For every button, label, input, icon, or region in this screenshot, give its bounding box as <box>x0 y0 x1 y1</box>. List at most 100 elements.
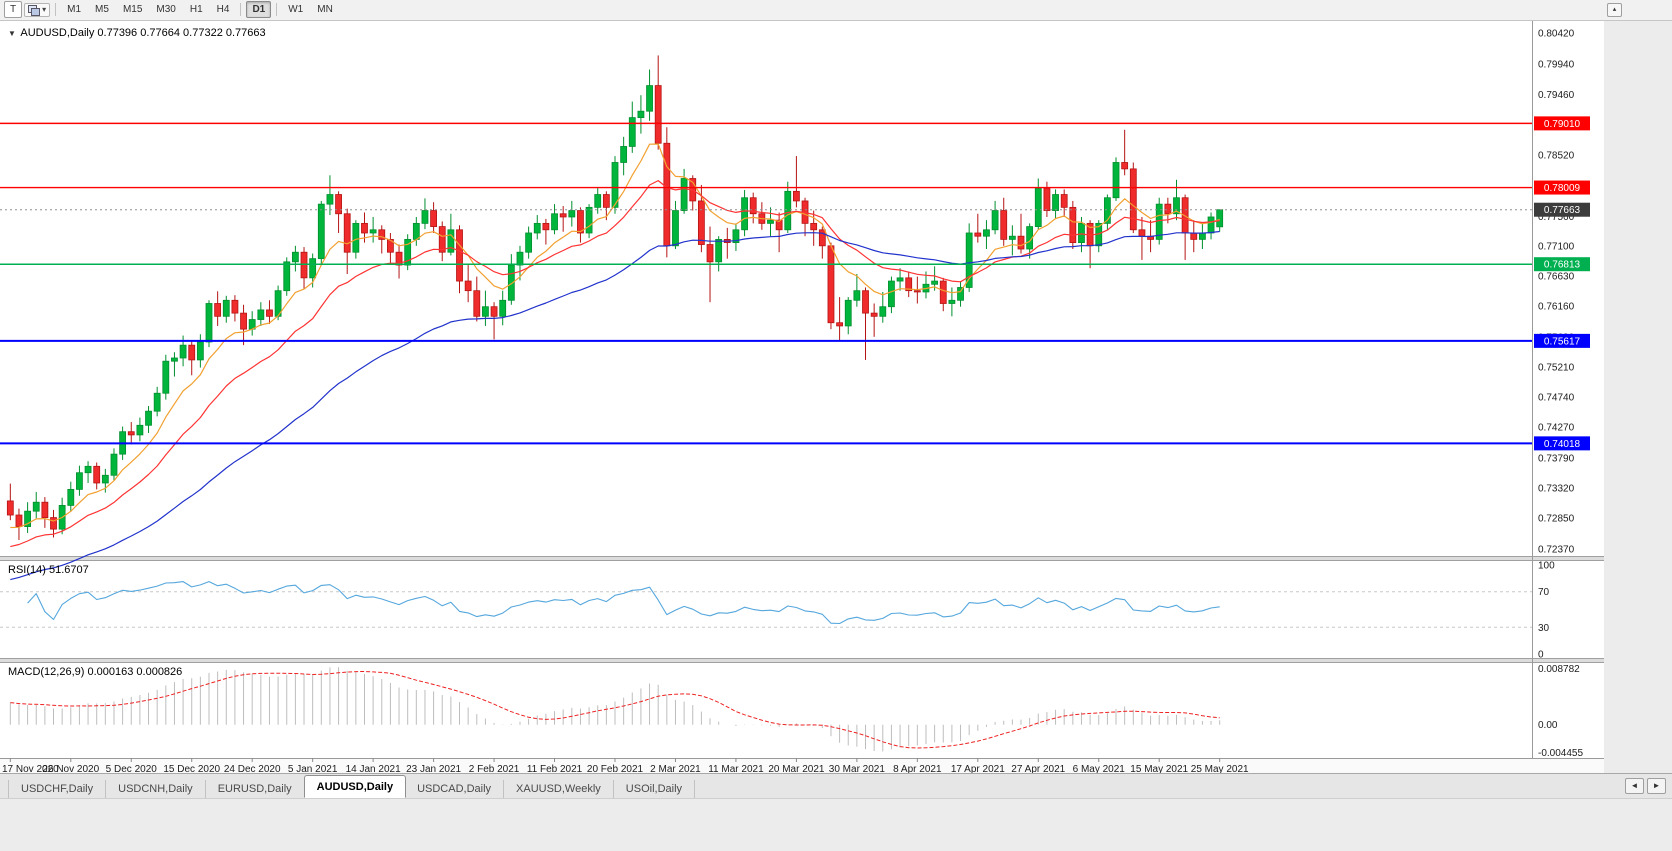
timeframe-m5-button[interactable]: M5 <box>89 1 115 18</box>
svg-text:5 Dec 2020: 5 Dec 2020 <box>106 764 158 774</box>
price-badge <box>1534 436 1590 451</box>
right-margin <box>1604 20 1672 774</box>
macd-indicator-label: MACD(12,26,9) 0.000163 0.000826 <box>8 665 183 678</box>
timeframe-w1-button[interactable]: W1 <box>282 1 309 18</box>
chart-symbol-label: ▼ AUDUSD,Daily 0.77396 0.77664 0.77322 0… <box>8 27 266 39</box>
svg-text:26 Nov 2020: 26 Nov 2020 <box>42 764 99 774</box>
svg-text:100: 100 <box>1538 560 1555 571</box>
tab-eurusd-daily[interactable]: EURUSD,Daily <box>206 780 305 799</box>
svg-text:0.78520: 0.78520 <box>1538 150 1575 161</box>
svg-text:6 May 2021: 6 May 2021 <box>1073 764 1126 774</box>
svg-text:0.72850: 0.72850 <box>1538 514 1575 525</box>
svg-text:2 Feb 2021: 2 Feb 2021 <box>469 764 520 774</box>
svg-text:0.76160: 0.76160 <box>1538 302 1575 313</box>
timeframe-h4-button[interactable]: H4 <box>211 1 236 18</box>
timeframe-m15-button[interactable]: M15 <box>117 1 148 18</box>
svg-text:0.79010: 0.79010 <box>1544 119 1581 130</box>
svg-text:0.75210: 0.75210 <box>1538 362 1575 373</box>
svg-text:17 Apr 2021: 17 Apr 2021 <box>951 764 1005 774</box>
svg-text:11 Mar 2021: 11 Mar 2021 <box>708 764 764 774</box>
ma-8-line <box>10 143 1220 529</box>
toolbar-separator <box>55 3 57 17</box>
svg-text:0.74740: 0.74740 <box>1538 393 1575 404</box>
svg-text:11 Feb 2021: 11 Feb 2021 <box>527 764 583 774</box>
current-price-badge <box>1534 202 1590 217</box>
svg-text:0.74270: 0.74270 <box>1538 423 1575 434</box>
candlestick-series <box>6 55 1224 540</box>
objects-tool-button[interactable]: ▾ <box>24 2 51 17</box>
svg-text:0.76813: 0.76813 <box>1544 260 1581 271</box>
svg-text:0.77663: 0.77663 <box>1544 205 1581 216</box>
chart-canvas[interactable]: 0.804200.799400.794600.789900.785200.780… <box>0 20 1672 774</box>
tabs-scroll-left-button[interactable]: ◄ <box>1625 778 1644 795</box>
chart-toolbar: T ▾ M1 M5 M15 M30 H1 H4 D1 W1 MN ▴ <box>0 0 1672 21</box>
svg-text:0.79460: 0.79460 <box>1538 90 1575 101</box>
svg-text:8 Apr 2021: 8 Apr 2021 <box>893 764 942 774</box>
tab-usdchf-daily[interactable]: USDCHF,Daily <box>8 780 107 799</box>
tab-usdcad-daily[interactable]: USDCAD,Daily <box>405 780 505 799</box>
rsi-indicator-label: RSI(14) 51.6707 <box>8 563 89 576</box>
svg-text:27 Apr 2021: 27 Apr 2021 <box>1011 764 1065 774</box>
layers-icon <box>28 4 41 16</box>
svg-text:70: 70 <box>1538 587 1550 598</box>
svg-text:15 Dec 2020: 15 Dec 2020 <box>163 764 220 774</box>
svg-text:0.79940: 0.79940 <box>1538 59 1575 70</box>
svg-text:25 May 2021: 25 May 2021 <box>1191 764 1249 774</box>
macd-histogram <box>9 667 1221 752</box>
price-badge <box>1534 257 1590 272</box>
svg-text:30 Mar 2021: 30 Mar 2021 <box>829 764 886 774</box>
svg-text:-0.004455: -0.004455 <box>1538 748 1583 759</box>
price-badge <box>1534 333 1590 348</box>
svg-text:0.77100: 0.77100 <box>1538 241 1575 252</box>
chart-tabs-bar: USDCHF,Daily USDCNH,Daily EURUSD,Daily A… <box>0 773 1672 799</box>
svg-text:0.72370: 0.72370 <box>1538 544 1575 555</box>
triangle-down-icon: ▼ <box>8 28 16 38</box>
text-tool-button[interactable]: T <box>4 1 23 19</box>
price-badge <box>1534 180 1590 195</box>
price-badge <box>1534 116 1590 131</box>
macd-axis-labels: 0.008782 0.00 -0.004455 <box>1538 664 1583 759</box>
chevron-down-icon: ▾ <box>42 5 47 15</box>
svg-text:5 Jan 2021: 5 Jan 2021 <box>288 764 338 774</box>
pane-splitter <box>0 657 1604 663</box>
svg-text:0.008782: 0.008782 <box>1538 664 1580 675</box>
rsi-line <box>27 581 1220 625</box>
pane-splitter <box>0 555 1604 561</box>
timeframe-m30-button[interactable]: M30 <box>150 1 181 18</box>
svg-text:0.73790: 0.73790 <box>1538 453 1575 464</box>
chart-background <box>0 20 1604 774</box>
svg-text:2 Mar 2021: 2 Mar 2021 <box>650 764 701 774</box>
tab-usdcnh-daily[interactable]: USDCNH,Daily <box>106 780 206 799</box>
tab-usoil-daily[interactable]: USOil,Daily <box>614 780 696 799</box>
tabs-scroll-right-button[interactable]: ► <box>1647 778 1666 795</box>
svg-text:0.74018: 0.74018 <box>1544 439 1581 450</box>
svg-text:23 Jan 2021: 23 Jan 2021 <box>406 764 461 774</box>
svg-text:15 May 2021: 15 May 2021 <box>1130 764 1188 774</box>
svg-text:0.75617: 0.75617 <box>1544 336 1581 347</box>
rsi-axis-labels: 100 70 30 0 <box>1538 560 1555 660</box>
timeframe-mn-button[interactable]: MN <box>311 1 339 18</box>
svg-text:0.73320: 0.73320 <box>1538 484 1575 495</box>
timeframe-d1-button[interactable]: D1 <box>246 1 272 19</box>
svg-text:30: 30 <box>1538 623 1550 634</box>
svg-text:20 Feb 2021: 20 Feb 2021 <box>587 764 644 774</box>
symbol-period-text: AUDUSD,Daily <box>20 26 95 39</box>
tab-xauusd-weekly[interactable]: XAUUSD,Weekly <box>504 780 614 799</box>
chart-area: 0.804200.799400.794600.789900.785200.780… <box>0 20 1672 774</box>
toolbar-separator <box>276 3 278 17</box>
svg-text:0.80420: 0.80420 <box>1538 28 1575 39</box>
svg-text:17 Nov 2020: 17 Nov 2020 <box>2 764 59 774</box>
svg-text:0: 0 <box>1538 649 1544 660</box>
timeframe-h1-button[interactable]: H1 <box>184 1 209 18</box>
svg-text:0.78009: 0.78009 <box>1544 183 1581 194</box>
svg-text:20 Mar 2021: 20 Mar 2021 <box>768 764 825 774</box>
svg-text:14 Jan 2021: 14 Jan 2021 <box>346 764 401 774</box>
scroll-up-button[interactable]: ▴ <box>1607 2 1622 17</box>
ma-48-line <box>10 230 1220 581</box>
toolbar-separator <box>240 3 242 17</box>
timeframe-m1-button[interactable]: M1 <box>61 1 87 18</box>
macd-signal-line <box>10 670 1220 749</box>
tab-audusd-daily[interactable]: AUDUSD,Daily <box>303 775 407 799</box>
